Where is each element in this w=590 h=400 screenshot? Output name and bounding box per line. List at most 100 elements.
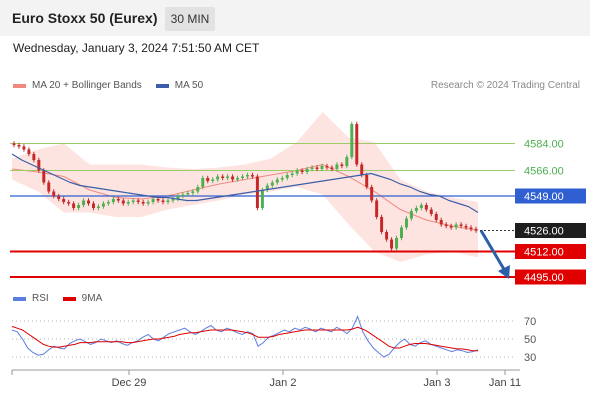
candle-body <box>280 178 284 180</box>
legend-item-ma20: MA 20 + Bollinger Bands <box>13 80 142 91</box>
x-tick-label-3: Jan 11 <box>489 377 521 389</box>
rsi-legend: RSI 9MA <box>13 293 116 304</box>
candle-body <box>444 224 448 226</box>
rsi-line <box>11 315 479 358</box>
candle-body <box>216 176 220 180</box>
candle-body <box>62 199 66 202</box>
level-label-4549.00: 4549.00 <box>524 191 564 203</box>
bollinger-band-area <box>12 112 478 262</box>
candle-body <box>395 238 399 249</box>
candle-body <box>305 169 309 172</box>
candle-body <box>464 226 468 228</box>
rsi-swatch-icon <box>13 296 26 301</box>
candle-body <box>72 203 76 208</box>
candle-body <box>116 199 120 201</box>
candle-body <box>226 176 230 178</box>
candle-body <box>166 200 170 202</box>
candle-body <box>350 124 354 157</box>
level-label-4566.00: 4566.00 <box>524 166 564 178</box>
legend-item-9ma: 9MA <box>62 293 103 304</box>
candle-body <box>335 164 339 169</box>
candle-body <box>439 220 443 225</box>
candle-body <box>255 176 259 208</box>
legend-label-9ma: 9MA <box>81 293 103 304</box>
candle-body <box>67 202 71 204</box>
level-label-4495.00: 4495.00 <box>524 272 564 284</box>
rsi-tick-label: 50 <box>524 334 536 346</box>
rsi-tick-label: 70 <box>524 316 536 328</box>
x-tick-label-1: Jan 2 <box>270 377 297 389</box>
candle-body <box>414 208 418 211</box>
candle-body <box>156 199 160 201</box>
candle-body <box>22 146 26 150</box>
candle-body <box>236 178 240 180</box>
legend-label-rsi: RSI <box>32 293 49 304</box>
forecast-arrow-line <box>479 229 507 272</box>
candle-body <box>290 173 294 175</box>
candle-body <box>449 226 453 228</box>
rsi-tick-label: 30 <box>524 352 536 364</box>
main-legend: MA 20 + Bollinger Bands MA 50 <box>13 80 217 91</box>
candle-body <box>260 190 264 208</box>
candle-body <box>241 176 245 178</box>
ma20-swatch-icon <box>13 83 26 88</box>
candle-body <box>161 200 165 202</box>
candle-body <box>231 176 235 180</box>
candle-body <box>310 167 314 169</box>
candle-body <box>37 160 41 171</box>
candle-body <box>325 166 329 168</box>
ma50-swatch-icon <box>155 83 169 88</box>
candle-body <box>315 167 319 169</box>
candle-body <box>250 175 254 177</box>
candle-body <box>126 202 130 204</box>
candle-body <box>141 202 145 204</box>
ma9-swatch-icon <box>62 296 76 301</box>
candle-body <box>474 229 478 231</box>
level-tag-4549.00 <box>515 188 586 204</box>
candle-body <box>206 178 210 181</box>
instrument-title: Euro Stoxx 50 (Eurex) <box>12 10 158 26</box>
candle-body <box>191 191 195 193</box>
candle-body <box>380 217 384 232</box>
candle-body <box>12 143 16 145</box>
candle-body <box>409 211 413 219</box>
candle-body <box>91 203 95 208</box>
candle-body <box>424 205 428 210</box>
candle-body <box>365 175 369 187</box>
candle-body <box>385 232 389 240</box>
candle-body <box>355 124 359 165</box>
candle-body <box>275 179 279 183</box>
chart-header: Euro Stoxx 50 (Eurex) 30 MIN <box>0 0 590 36</box>
candle-body <box>57 196 61 199</box>
candle-body <box>42 170 46 183</box>
candle-body <box>211 179 215 181</box>
ma50-line <box>11 153 479 214</box>
candle-body <box>419 205 423 208</box>
candle-body <box>375 200 379 217</box>
candle-body <box>27 149 31 154</box>
timeframe-badge[interactable]: 30 MIN <box>165 7 215 31</box>
candle-body <box>101 203 105 207</box>
candle-body <box>171 199 175 201</box>
candle-body <box>404 218 408 228</box>
candle-body <box>186 193 190 195</box>
rsi-ma9-line <box>11 325 478 352</box>
candle-body <box>295 170 299 174</box>
candle-body <box>196 187 200 192</box>
level-tag-4495.00 <box>515 269 586 285</box>
candle-body <box>17 145 21 147</box>
candle-body <box>300 170 304 172</box>
candle-body <box>82 200 86 205</box>
candle-body <box>87 200 91 204</box>
candle-body <box>434 214 438 220</box>
ma20-line <box>11 163 479 231</box>
candle-body <box>121 200 125 204</box>
candle-body <box>181 194 185 196</box>
legend-item-rsi: RSI <box>13 293 49 304</box>
candle-body <box>320 166 324 169</box>
candle-body <box>370 187 374 201</box>
level-label-4526.00: 4526.00 <box>524 226 564 238</box>
level-tag-4526.00 <box>515 223 586 238</box>
legend-label-ma50: MA 50 <box>174 80 204 91</box>
candle-body <box>96 206 100 208</box>
